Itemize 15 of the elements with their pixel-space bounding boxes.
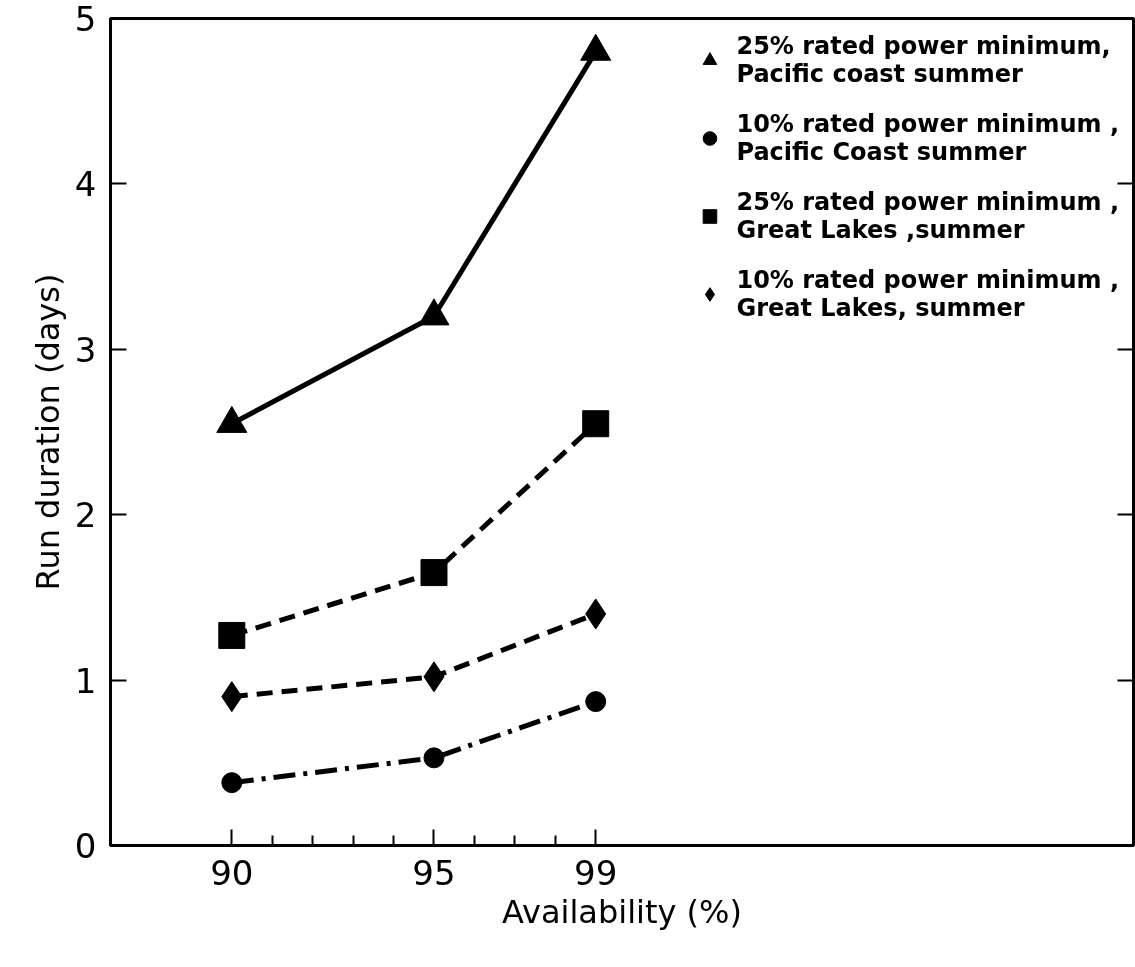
legend-label: 10% rated power minimum , Great Lakes, summer [736,266,1119,322]
x-tick-label: 99 [574,852,618,893]
y-axis-title: Run duration (days) [28,273,67,591]
y-tick-label: 1 [74,660,97,701]
y-tick-label: 5 [74,0,97,39]
y-tick-label: 2 [74,495,97,536]
y-tick-label: 0 [74,826,97,866]
x-axis-title: Availability (%) [502,892,742,931]
y-tick-label: 3 [74,329,97,370]
legend-label: 25% rated power minimum , Great Lakes ,summer [736,188,1119,244]
legend-label: 25% rated power minimum, Pacific coast summer [736,32,1111,88]
x-tick-label: 95 [412,852,456,893]
y-tick-label: 4 [74,164,97,205]
legend-label: 10% rated power minimum , Pacific Coast summer [736,110,1119,166]
x-tick-label: 90 [210,852,254,893]
